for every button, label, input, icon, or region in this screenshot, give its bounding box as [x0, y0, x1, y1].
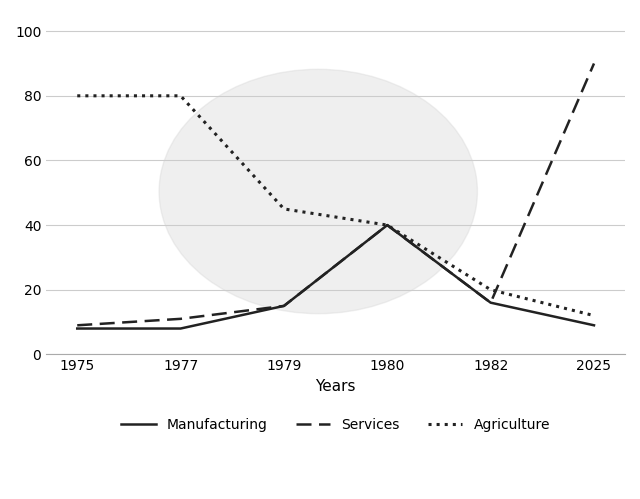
Services [177, 316, 184, 322]
Services [590, 60, 598, 66]
Manufacturing [590, 322, 598, 328]
Ellipse shape [159, 69, 477, 314]
Manufacturing [177, 325, 184, 331]
Legend: Manufacturing, Services, Agriculture: Manufacturing, Services, Agriculture [116, 412, 556, 437]
Manufacturing [383, 222, 391, 228]
Services [383, 222, 391, 228]
Agriculture [177, 93, 184, 99]
Agriculture [590, 312, 598, 318]
Manufacturing [280, 303, 288, 309]
Services [280, 303, 288, 309]
Services [74, 322, 81, 328]
Agriculture [74, 93, 81, 99]
Line: Services: Services [77, 63, 594, 325]
X-axis label: Years: Years [316, 379, 356, 394]
Line: Agriculture: Agriculture [77, 96, 594, 315]
Services [487, 300, 495, 306]
Manufacturing [74, 325, 81, 331]
Line: Manufacturing: Manufacturing [77, 225, 594, 328]
Agriculture [487, 287, 495, 293]
Manufacturing [487, 300, 495, 306]
Agriculture [383, 222, 391, 228]
Agriculture [280, 206, 288, 212]
